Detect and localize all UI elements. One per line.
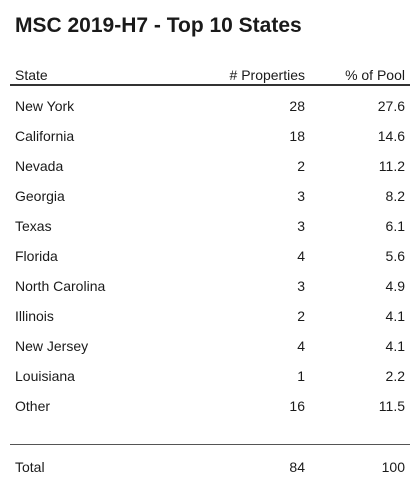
- page-title: MSC 2019-H7 - Top 10 States: [15, 14, 302, 37]
- state-cell: Texas: [15, 218, 52, 234]
- state-cell: Illinois: [15, 308, 54, 324]
- pool-cell: 4.1: [385, 308, 405, 324]
- table-row: California 18 14.6: [10, 121, 410, 151]
- pool-cell: 27.6: [377, 98, 405, 114]
- pool-cell: 2.2: [385, 368, 405, 384]
- pool-cell: 4.1: [385, 338, 405, 354]
- table-row: Illinois 2 4.1: [10, 301, 410, 331]
- column-header-state: State: [15, 67, 48, 83]
- total-label: Total: [15, 459, 45, 475]
- header-row: State # Properties % of Pool: [10, 62, 410, 84]
- table-row: Florida 4 5.6: [10, 241, 410, 271]
- properties-cell: 18: [289, 128, 305, 144]
- total-pool: 100: [381, 459, 405, 475]
- table-row: Other 16 11.5: [10, 391, 410, 421]
- state-cell: Florida: [15, 248, 58, 264]
- state-cell: Louisiana: [15, 368, 75, 384]
- table-row: New York 28 27.6: [10, 91, 410, 121]
- pool-cell: 8.2: [385, 188, 405, 204]
- properties-cell: 28: [289, 98, 305, 114]
- table-row: Louisiana 1 2.2: [10, 361, 410, 391]
- state-cell: North Carolina: [15, 278, 106, 294]
- state-cell: California: [15, 128, 75, 144]
- properties-cell: 2: [297, 158, 305, 174]
- properties-cell: 2: [297, 308, 305, 324]
- pool-cell: 11.2: [378, 158, 405, 174]
- properties-cell: 1: [297, 368, 305, 384]
- total-properties: 84: [289, 459, 305, 475]
- table-row: New Jersey 4 4.1: [10, 331, 410, 361]
- states-table-body: New York 28 27.6 California 18 14.6 Neva…: [10, 91, 410, 421]
- column-header-pool: % of Pool: [345, 67, 405, 83]
- column-header-properties: # Properties: [229, 67, 305, 83]
- total-row: Total 84 100: [10, 452, 410, 482]
- properties-cell: 4: [297, 338, 305, 354]
- pool-cell: 6.1: [385, 218, 405, 234]
- pool-cell: 11.5: [378, 398, 405, 414]
- table-row: North Carolina 3 4.9: [10, 271, 410, 301]
- table-row: Nevada 2 11.2: [10, 151, 410, 181]
- state-cell: Georgia: [15, 188, 65, 204]
- properties-cell: 3: [297, 278, 305, 294]
- state-cell: New Jersey: [15, 338, 89, 354]
- pool-cell: 5.6: [385, 248, 405, 264]
- properties-cell: 3: [297, 218, 305, 234]
- properties-cell: 4: [297, 248, 305, 264]
- header-divider: [10, 84, 410, 86]
- state-cell: Nevada: [15, 158, 64, 174]
- total-divider: [10, 444, 410, 445]
- table-row: Georgia 3 8.2: [10, 181, 410, 211]
- properties-cell: 16: [289, 398, 305, 414]
- state-cell: Other: [15, 398, 51, 414]
- properties-cell: 3: [297, 188, 305, 204]
- state-cell: New York: [15, 98, 75, 114]
- pool-cell: 14.6: [377, 128, 405, 144]
- pool-cell: 4.9: [385, 278, 405, 294]
- table-row: Texas 3 6.1: [10, 211, 410, 241]
